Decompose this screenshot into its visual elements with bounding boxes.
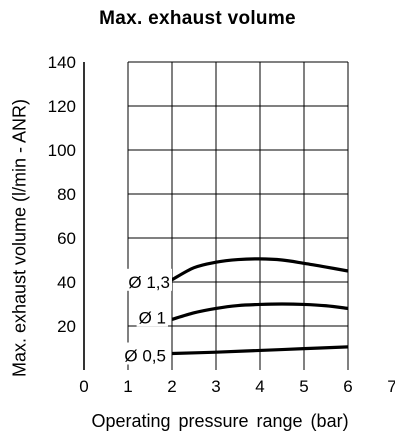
x-tick-label: 1 (123, 377, 132, 396)
x-tick-label: 0 (79, 377, 88, 396)
y-tick-label: 20 (57, 317, 76, 336)
series-label: Ø 0,5 (124, 347, 166, 366)
y-tick-label: 60 (57, 229, 76, 248)
x-axis-label: Operating pressure range (bar) (91, 411, 349, 431)
series-label-bg (122, 342, 168, 365)
x-tick-label: 3 (211, 377, 220, 396)
y-tick-label: 120 (48, 97, 76, 116)
series-line (171, 345, 349, 356)
y-tick-label: 40 (57, 273, 76, 292)
x-tick-label: 2 (167, 377, 176, 396)
series-label: Ø 1 (139, 308, 166, 327)
y-tick-label: 80 (57, 185, 76, 204)
chart-title: Max. exhaust volume (99, 8, 296, 29)
y-tick-label: 100 (48, 141, 76, 160)
series-label-bg (126, 268, 172, 291)
y-tick-label: 140 (48, 53, 76, 72)
series-line (171, 257, 349, 282)
x-tick-label: 5 (299, 377, 308, 396)
series-line (171, 302, 349, 321)
x-tick-label: 6 (343, 377, 352, 396)
series-label-bg (136, 304, 168, 327)
x-tick-label: 7 (387, 377, 395, 396)
x-tick-label: 4 (255, 377, 264, 396)
series-label: Ø 1,3 (128, 273, 170, 292)
